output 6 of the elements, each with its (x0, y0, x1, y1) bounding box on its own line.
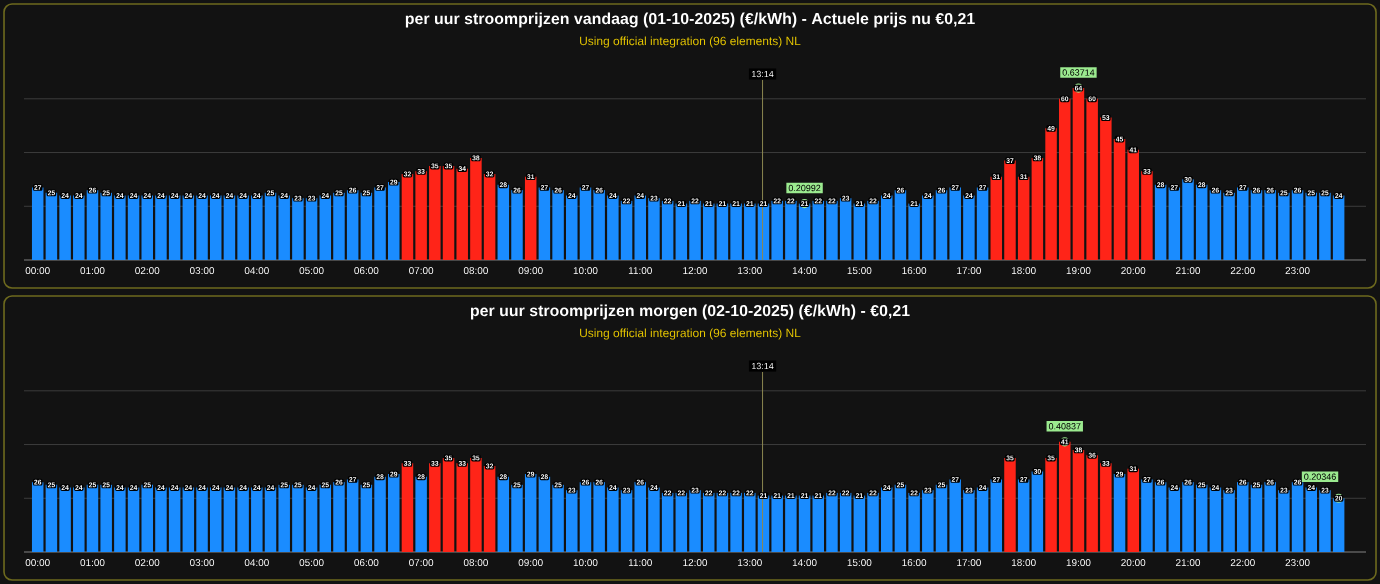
bar (1004, 457, 1016, 552)
bar (415, 476, 427, 552)
bar (524, 176, 537, 260)
bar (401, 463, 414, 552)
bar (1127, 468, 1139, 552)
bar (1113, 474, 1126, 552)
